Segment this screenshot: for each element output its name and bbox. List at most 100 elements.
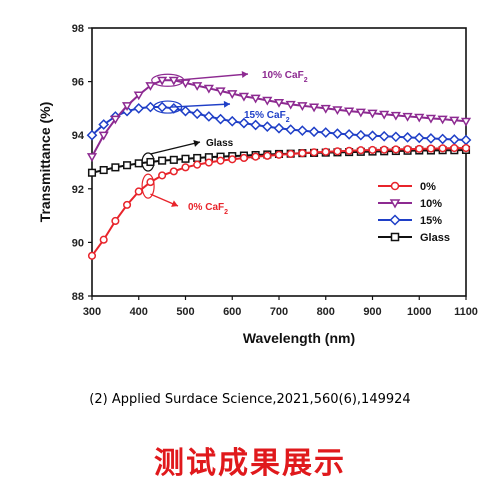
data-point-15 — [98, 119, 110, 130]
data-point-10 — [308, 103, 320, 113]
x-axis-title: Wavelength (nm) — [243, 330, 355, 346]
data-point-glass — [193, 153, 202, 163]
data-point-10 — [215, 87, 226, 97]
x-tick-label: 900 — [363, 306, 381, 318]
x-tick-label: 300 — [83, 306, 101, 318]
data-point-glass — [111, 163, 120, 172]
y-tick-label: 94 — [72, 130, 85, 142]
data-point-15 — [261, 121, 273, 132]
data-point-15 — [332, 128, 343, 139]
data-point-15 — [367, 130, 378, 142]
data-point-15 — [133, 103, 145, 114]
data-point-10 — [390, 111, 401, 121]
data-point-10 — [297, 102, 308, 112]
data-point-0 — [181, 163, 190, 172]
data-point-15 — [250, 119, 261, 131]
data-point-10 — [437, 115, 448, 125]
x-tick-label: 800 — [317, 306, 335, 318]
data-point-10 — [379, 110, 390, 120]
data-point-15 — [145, 101, 156, 113]
data-point-10 — [98, 131, 109, 141]
data-point-10 — [121, 102, 133, 112]
data-point-0 — [263, 151, 272, 160]
data-point-15 — [402, 131, 413, 143]
data-point-0 — [450, 144, 459, 153]
data-point-15 — [86, 129, 98, 141]
data-point-15 — [215, 113, 226, 125]
annotation-3-arrow — [150, 141, 201, 155]
annotation-1-arrowhead — [241, 71, 248, 79]
data-point-10 — [367, 109, 378, 119]
legend-label-10: 10% — [420, 198, 442, 210]
data-point-0 — [438, 144, 447, 153]
data-point-10 — [110, 115, 121, 125]
data-point-glass — [169, 155, 178, 164]
data-point-10 — [320, 104, 331, 114]
data-point-glass — [87, 168, 97, 177]
legend-marker-10 — [389, 199, 401, 209]
y-tick-label: 96 — [72, 77, 84, 89]
data-point-0 — [391, 145, 400, 154]
legend-label-15: 15% — [420, 215, 442, 227]
data-point-10 — [227, 90, 238, 99]
data-point-0 — [274, 150, 284, 159]
data-point-15 — [226, 115, 238, 127]
legend-label-0: 0% — [420, 181, 436, 193]
data-point-0 — [111, 216, 120, 226]
data-point-0 — [193, 160, 202, 169]
data-point-10 — [250, 94, 261, 104]
y-tick-label: 98 — [72, 23, 84, 35]
data-point-0 — [333, 147, 342, 156]
annotation-4-ellipse — [141, 173, 155, 199]
data-point-glass — [181, 154, 190, 163]
annotation-1-label: 10% CaF2 — [262, 70, 308, 84]
data-point-0 — [123, 200, 132, 209]
data-point-10 — [460, 117, 472, 127]
legend-marker-glass — [390, 232, 400, 242]
data-point-0 — [403, 145, 412, 154]
data-point-0 — [158, 171, 167, 180]
data-point-0 — [239, 153, 248, 163]
data-point-0 — [286, 149, 295, 159]
data-point-glass — [158, 156, 167, 165]
data-point-0 — [169, 167, 178, 176]
data-point-15 — [285, 124, 297, 135]
data-point-glass — [134, 159, 143, 168]
annotation-3-label: Glass — [206, 138, 234, 149]
data-point-0 — [426, 144, 435, 153]
x-tick-label: 600 — [223, 306, 241, 318]
y-tick-label: 88 — [72, 291, 84, 303]
data-point-glass — [123, 161, 132, 170]
data-point-0 — [461, 144, 471, 153]
annotation-3-arrowhead — [193, 140, 200, 147]
data-point-15 — [378, 130, 390, 142]
annotation-4-label: 0% CaF2 — [188, 202, 228, 216]
data-point-15 — [203, 111, 215, 122]
annotation-1-ellipse — [151, 73, 185, 87]
data-point-0 — [356, 146, 365, 155]
data-point-10 — [86, 153, 98, 162]
citation-text: (2) Applied Surdace Science,2021,560(6),… — [89, 392, 411, 407]
data-point-10 — [192, 82, 203, 91]
data-point-0 — [251, 152, 260, 161]
data-point-10 — [203, 84, 214, 94]
data-point-10 — [157, 76, 168, 86]
y-axis-title: Transmittance (%) — [37, 102, 53, 223]
annotation-1-arrow — [175, 73, 249, 81]
data-point-10 — [449, 116, 460, 126]
annotation-2-arrow — [171, 103, 231, 108]
data-point-10 — [273, 98, 285, 108]
data-point-0 — [204, 158, 213, 167]
x-tick-label: 1100 — [454, 306, 478, 318]
annotation-2-label: 15% CaF2 — [244, 110, 290, 124]
data-point-15 — [156, 101, 168, 113]
data-point-0 — [321, 147, 330, 156]
data-point-15 — [308, 126, 320, 138]
data-point-10 — [344, 107, 355, 117]
annotation-2-arrowhead — [223, 100, 230, 108]
data-point-15 — [273, 122, 285, 134]
data-point-10 — [238, 92, 250, 102]
data-point-10 — [355, 108, 366, 118]
data-point-0 — [298, 149, 307, 158]
data-point-15 — [437, 133, 448, 145]
